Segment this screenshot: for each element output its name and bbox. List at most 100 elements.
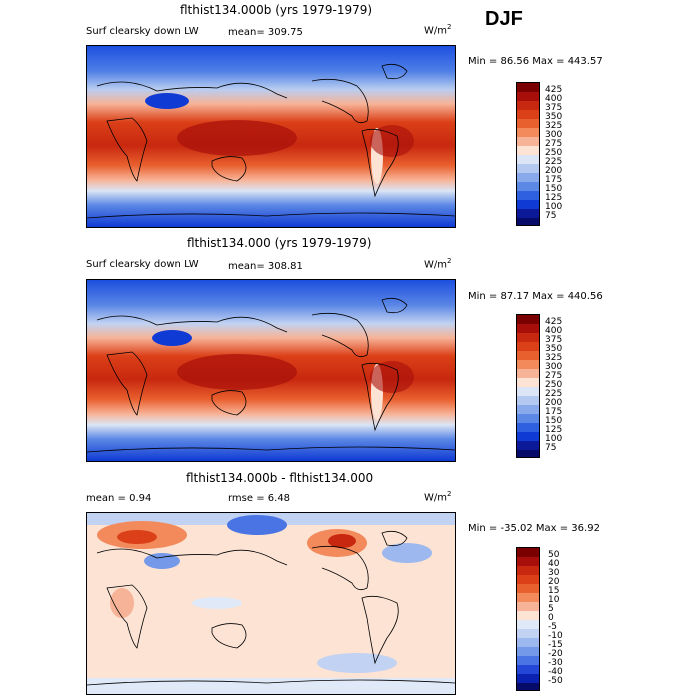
colorbar-tick-label: 20 xyxy=(548,577,560,587)
panel-1-variable: Surf clearsky down LW xyxy=(86,26,199,37)
colorbar-tick-label: 100 xyxy=(545,202,563,212)
panel-3-rmse: rmse = 6.48 xyxy=(228,493,291,504)
panel-1-units: W/m2 xyxy=(424,23,452,37)
colorbar-tick-label: 300 xyxy=(545,130,563,140)
panel-3-colorbar-bin xyxy=(517,665,539,674)
panel-3-asia-cool xyxy=(144,553,180,569)
panel-3-map xyxy=(86,512,456,695)
panel-3-colorbar-bin xyxy=(517,548,539,557)
panel-3-units: W/m2 xyxy=(424,490,452,504)
panel-3-indian-warm xyxy=(110,588,134,618)
panel-2-colorbar-bin xyxy=(517,351,539,360)
panel-1-warm-pool xyxy=(177,120,297,156)
panel-1-colorbar-bin xyxy=(517,83,539,92)
colorbar-tick-label: 400 xyxy=(545,94,563,104)
panel-3-colorbar-bin xyxy=(517,656,539,665)
panel-3-colorbar-bin xyxy=(517,683,539,690)
panel-1-coastlines xyxy=(87,63,455,219)
panel-3-tropic-cool xyxy=(192,597,242,609)
panel-2-colorbar-bin xyxy=(517,333,539,342)
panel-2-colorbar-bin xyxy=(517,360,539,369)
panel-1-colorbar-bin xyxy=(517,155,539,164)
panel-2-colorbar-bin xyxy=(517,432,539,441)
panel-2-mean: mean= 308.81 xyxy=(228,261,303,272)
panel-3-colorbar-bin xyxy=(517,602,539,611)
panel-3-eurasia-core xyxy=(117,530,157,544)
colorbar-tick-label: 300 xyxy=(545,362,563,372)
panel-2-colorbar-bin xyxy=(517,441,539,450)
colorbar-tick-label: 15 xyxy=(548,586,560,596)
colorbar-tick-label: 400 xyxy=(545,326,563,336)
panel-1-colorbar-bin xyxy=(517,128,539,137)
colorbar-tick-label: 5 xyxy=(548,604,554,614)
panel-2-units: W/m2 xyxy=(424,257,452,271)
panel-3-pacific-cool xyxy=(227,515,287,535)
panel-2-colorbar-bin xyxy=(517,342,539,351)
panel-1-colorbar-bin xyxy=(517,92,539,101)
colorbar-tick-label: -20 xyxy=(548,649,563,659)
panel-1-tibet-low xyxy=(145,93,189,109)
colorbar-tick-label: 125 xyxy=(545,193,563,203)
panel-2-amazon-warm xyxy=(370,361,414,393)
colorbar-tick-label: -5 xyxy=(548,622,557,632)
colorbar-tick-label: 425 xyxy=(545,85,563,95)
colorbar-tick-label: 30 xyxy=(548,568,560,578)
panel-1-colorbar-bin xyxy=(517,137,539,146)
panel-3-colorbar-bin xyxy=(517,638,539,647)
colorbar-tick-label: 225 xyxy=(545,157,563,167)
panel-2-title: flthist134.000 (yrs 1979-1979) xyxy=(187,236,372,250)
panel-1-mean: mean= 309.75 xyxy=(228,27,303,38)
panel-3-colorbar-bin xyxy=(517,593,539,602)
panel-2-colorbar-bin xyxy=(517,396,539,405)
panel-3-colorbar-bin xyxy=(517,674,539,683)
panel-2-colorbar-bin xyxy=(517,405,539,414)
colorbar-tick-label: -40 xyxy=(548,667,563,677)
panel-1-colorbar-bin xyxy=(517,119,539,128)
colorbar-tick-label: 175 xyxy=(545,175,563,185)
panel-1-colorbar-bin xyxy=(517,164,539,173)
colorbar-tick-label: -50 xyxy=(548,676,563,686)
panel-3-colorbar xyxy=(516,547,540,691)
panel-3-coastlines xyxy=(87,530,455,686)
colorbar-tick-label: -10 xyxy=(548,631,563,641)
panel-2-colorbar xyxy=(516,314,540,458)
colorbar-tick-label: 275 xyxy=(545,139,563,149)
panel-3-atlantic-cool xyxy=(382,543,432,563)
panel-3-canada-core xyxy=(328,534,356,548)
colorbar-tick-label: 225 xyxy=(545,389,563,399)
panel-1-title: flthist134.000b (yrs 1979-1979) xyxy=(180,3,373,17)
panel-3-colorbar-bin xyxy=(517,575,539,584)
panel-2-colorbar-bin xyxy=(517,414,539,423)
colorbar-tick-label: -30 xyxy=(548,658,563,668)
panel-3-antarctic-band xyxy=(87,678,455,694)
colorbar-tick-label: 375 xyxy=(545,335,563,345)
panel-3-south-cool xyxy=(317,653,397,673)
colorbar-tick-label: 100 xyxy=(545,434,563,444)
colorbar-tick-label: 350 xyxy=(545,344,563,354)
colorbar-tick-label: 0 xyxy=(548,613,554,623)
colorbar-tick-label: 350 xyxy=(545,112,563,122)
colorbar-tick-label: 150 xyxy=(545,416,563,426)
panel-1-colorbar-bin xyxy=(517,182,539,191)
colorbar-tick-label: 375 xyxy=(545,103,563,113)
colorbar-tick-label: 325 xyxy=(545,353,563,363)
colorbar-tick-label: 250 xyxy=(545,148,563,158)
panel-1-colorbar-bin xyxy=(517,110,539,119)
panel-1-colorbar-bin xyxy=(517,146,539,155)
panel-2-colorbar-bin xyxy=(517,324,539,333)
panel-1-colorbar-bin xyxy=(517,191,539,200)
panel-2-tibet-low xyxy=(152,330,192,346)
panel-1-range: Min = 86.56 Max = 443.57 xyxy=(468,56,603,67)
panel-2-colorbar-bin xyxy=(517,369,539,378)
colorbar-tick-label: -15 xyxy=(548,640,563,650)
panel-1-map xyxy=(86,45,456,228)
panel-2-range: Min = 87.17 Max = 440.56 xyxy=(468,291,603,302)
panel-2-variable: Surf clearsky down LW xyxy=(86,259,199,270)
panel-1-colorbar-bin xyxy=(517,209,539,218)
panel-3-mean: mean = 0.94 xyxy=(86,493,152,504)
colorbar-tick-label: 175 xyxy=(545,407,563,417)
panel-3-title: flthist134.000b - flthist134.000 xyxy=(186,471,374,485)
panel-3-colorbar-bin xyxy=(517,557,539,566)
colorbar-tick-label: 125 xyxy=(545,425,563,435)
panel-3-colorbar-bin xyxy=(517,620,539,629)
